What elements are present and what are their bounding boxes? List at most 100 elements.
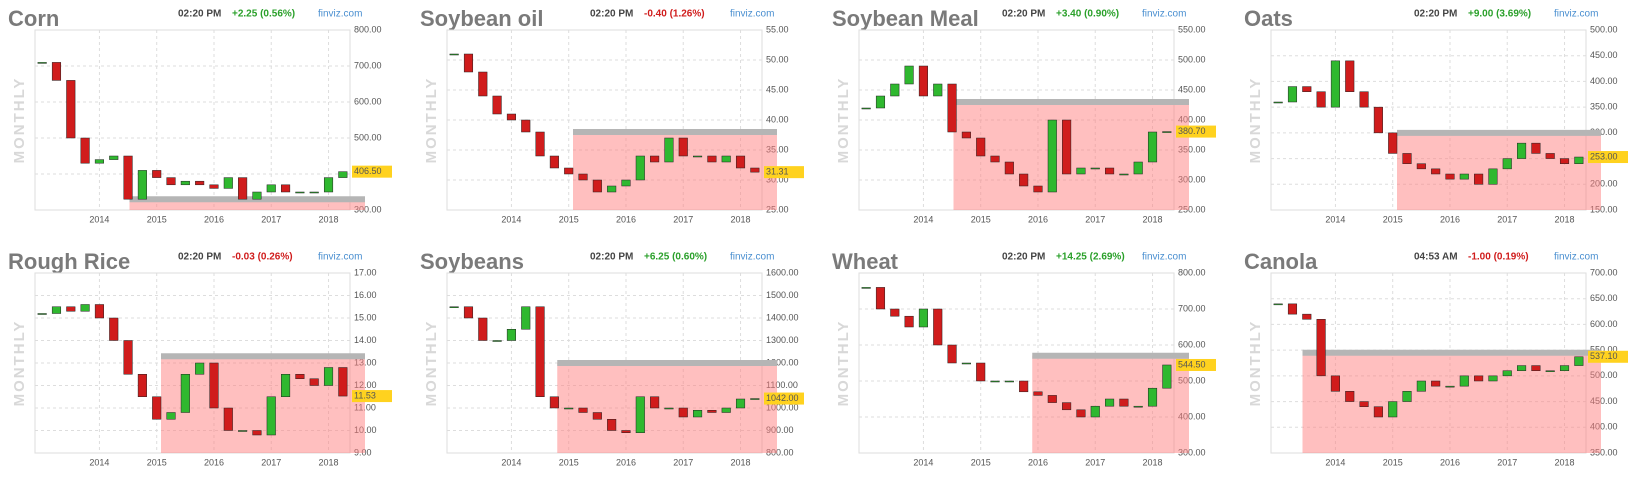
candle [1004, 161, 1014, 175]
candle [449, 306, 459, 308]
x-tick-label: 2017 [1085, 457, 1105, 467]
last-price-box [1588, 350, 1628, 363]
candle [1459, 173, 1469, 180]
chart-title: Rough Rice [8, 249, 130, 274]
candle [1359, 91, 1369, 108]
candle [1474, 173, 1484, 185]
x-tick-label: 2017 [1497, 457, 1517, 467]
candle [1416, 163, 1426, 170]
y-tick-label: 300.00 [1178, 447, 1206, 457]
candle [506, 113, 516, 121]
candle [1119, 398, 1129, 407]
candle [1502, 370, 1512, 377]
candle [209, 184, 219, 189]
candle [678, 137, 688, 157]
x-tick-label: 2016 [204, 214, 224, 224]
candle [109, 317, 119, 341]
candle [961, 131, 971, 139]
candle [94, 159, 104, 164]
plot-frame [34, 29, 351, 211]
y-tick-label: 500.00 [1590, 370, 1618, 380]
candle [1147, 387, 1158, 407]
candle [750, 398, 760, 400]
y-tick-label: 600.00 [354, 96, 382, 106]
candle [137, 170, 147, 200]
candle [209, 362, 219, 409]
x-tick-label: 2018 [731, 457, 751, 467]
candle [492, 340, 502, 342]
y-tick-label: 800.00 [354, 24, 382, 34]
candle [1559, 158, 1570, 164]
candle [1330, 375, 1340, 392]
change: +9.00 (3.69%) [1468, 9, 1531, 20]
x-tick-label: 2014 [913, 457, 933, 467]
candle [535, 131, 545, 157]
chart-title: Soybean oil [420, 6, 543, 31]
candle [295, 374, 305, 379]
candle [1133, 405, 1143, 408]
y-tick-label: 150.00 [1590, 204, 1618, 214]
candle [650, 396, 660, 409]
candle [1545, 370, 1555, 372]
candle [66, 306, 76, 312]
y-tick-label: 55.00 [766, 24, 789, 34]
y-tick-label: 1400.00 [766, 312, 799, 322]
candle [1459, 375, 1469, 387]
candle [1574, 156, 1584, 164]
candle [1105, 167, 1115, 175]
candle [1502, 158, 1512, 170]
change: -0.03 (0.26%) [232, 252, 293, 263]
candle [678, 407, 688, 418]
y-axis-label: MONTHLY [835, 320, 852, 407]
x-tick-label: 2017 [1497, 214, 1517, 224]
candle [1062, 402, 1072, 411]
candle [1488, 375, 1498, 382]
candle [1147, 131, 1158, 163]
source: finviz.com [730, 9, 774, 20]
candle [223, 407, 233, 431]
candle [693, 410, 703, 418]
candle [635, 396, 645, 433]
y-tick-label: 16.00 [354, 290, 377, 300]
y-tick-label: 600.00 [1178, 339, 1206, 349]
candle [338, 171, 348, 178]
x-tick-label: 2014 [1325, 214, 1345, 224]
x-tick-label: 2018 [1555, 457, 1575, 467]
x-tick-label: 2018 [1143, 214, 1163, 224]
candle [1431, 380, 1441, 387]
candle [137, 374, 147, 397]
time: 04:53 AM [1414, 252, 1458, 263]
candle [578, 173, 588, 181]
x-tick-label: 2016 [204, 457, 224, 467]
candle [1373, 106, 1383, 134]
candle [51, 62, 62, 81]
time: 02:20 PM [590, 9, 633, 20]
candle [607, 419, 617, 431]
candle [1090, 167, 1100, 170]
candle [990, 155, 1000, 163]
y-tick-label: 400.00 [1590, 422, 1618, 432]
x-tick-label: 2015 [971, 457, 991, 467]
candle [549, 155, 559, 169]
y-tick-label: 1000.00 [766, 402, 799, 412]
time: 02:20 PM [590, 252, 633, 263]
x-tick-label: 2016 [1028, 214, 1048, 224]
time: 02:20 PM [178, 252, 221, 263]
last-price-box [352, 165, 392, 178]
candle [1531, 365, 1541, 371]
y-tick-label: 500.00 [1178, 54, 1206, 64]
time: 02:20 PM [178, 9, 221, 20]
change: +6.25 (0.60%) [644, 252, 707, 263]
candle [478, 71, 488, 97]
candle [1517, 365, 1527, 371]
y-tick-label: 550.00 [1590, 345, 1618, 355]
source: finviz.com [318, 252, 362, 263]
last-price-label: 31.31 [766, 167, 789, 177]
candle [1345, 391, 1355, 402]
x-tick-label: 2017 [673, 214, 693, 224]
y-axis-label: MONTHLY [1247, 77, 1264, 164]
chart-panel: Oats 02:20 PM +9.00 (3.69%) finviz.com MONTH… [1244, 6, 1628, 224]
support-zone [1397, 132, 1601, 210]
source: finviz.com [1142, 252, 1186, 263]
